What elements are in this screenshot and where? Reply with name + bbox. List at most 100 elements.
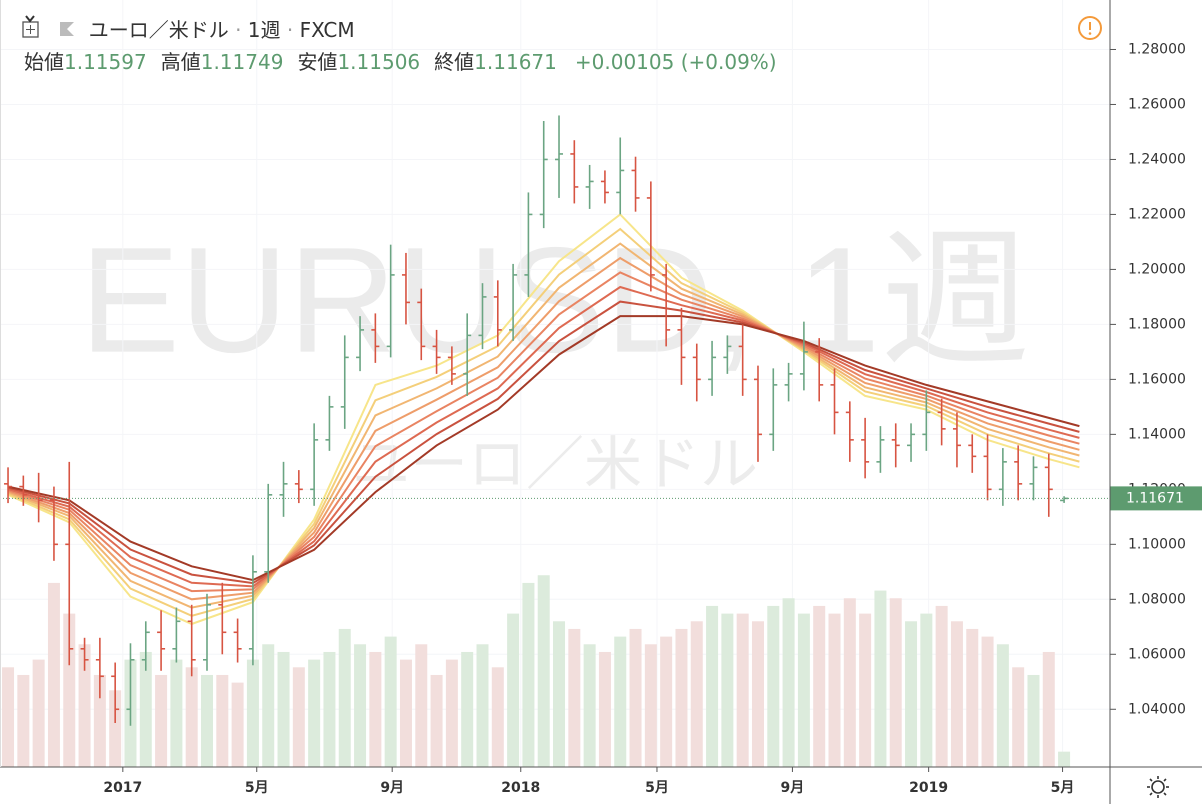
volume-bar	[598, 651, 611, 767]
ohlc-label: 始値	[24, 50, 64, 74]
volume-bar	[399, 659, 412, 767]
volume-bar	[139, 651, 152, 767]
flag-icon[interactable]	[58, 21, 76, 39]
y-tick-label: 1.28000	[1128, 41, 1186, 57]
settings-icon[interactable]	[1145, 774, 1171, 800]
symbol-line: ユーロ／米ドル · 1週 · FXCM	[22, 14, 355, 43]
alert-icon[interactable]	[1077, 15, 1103, 41]
volume-bar	[415, 644, 428, 767]
volume-bar	[93, 674, 106, 767]
x-tick-label: 2018	[501, 780, 540, 796]
volume-bar	[920, 613, 933, 767]
y-tick-label: 1.06000	[1128, 646, 1186, 662]
ohlc-value: 1.11597	[64, 50, 147, 74]
y-tick-label: 1.16000	[1128, 371, 1186, 387]
volume-bar	[63, 613, 76, 767]
volume-bar	[308, 659, 321, 767]
volume-bar	[507, 613, 520, 767]
x-tick-label: 9月	[781, 780, 805, 796]
volume-bar	[583, 644, 596, 767]
volume-bar	[246, 659, 259, 767]
volume-bar	[522, 582, 535, 767]
volume-bar	[1012, 667, 1025, 767]
y-tick-label: 1.10000	[1128, 536, 1186, 552]
volume-bar	[292, 667, 305, 767]
volume-bar	[338, 628, 351, 767]
volume-bar	[981, 636, 994, 767]
volume-bar	[369, 651, 382, 767]
y-tick-label: 1.24000	[1128, 151, 1186, 167]
volume-bar	[185, 667, 198, 767]
last-price-box	[1110, 486, 1202, 511]
volume-bar	[323, 651, 336, 767]
volume-bar	[935, 605, 948, 767]
volume-bar	[767, 605, 780, 767]
y-tick-label: 1.18000	[1128, 316, 1186, 332]
y-tick-label: 1.22000	[1128, 206, 1186, 222]
volume-bar	[201, 674, 214, 767]
y-tick-label: 1.20000	[1128, 261, 1186, 277]
volume-bar	[950, 621, 963, 767]
symbol: ユーロ／米ドル	[88, 18, 229, 42]
volume-bar	[430, 674, 443, 767]
volume-bar	[996, 644, 1009, 767]
separator: ·	[286, 18, 294, 42]
volume-bar	[614, 636, 627, 767]
ohlc-line: 始値1.11597 高値1.11749 安値1.11506 終値1.11671 +0.0…	[24, 46, 777, 75]
last-price-label: 1.11671	[1126, 490, 1184, 506]
volume-bar	[170, 659, 183, 767]
ohlc-value: 1.11506	[337, 50, 421, 74]
volume-bar	[461, 651, 474, 767]
volume-bar	[2, 667, 15, 767]
y-tick-label: 1.14000	[1128, 426, 1186, 442]
volume-bar	[17, 674, 30, 767]
volume-bar	[277, 651, 290, 767]
ohlc-value: 1.11749	[200, 50, 284, 74]
volume-bar	[813, 605, 826, 767]
x-tick-label: 2017	[103, 780, 142, 796]
volume-bar	[1058, 751, 1071, 767]
volume-bar	[843, 598, 856, 767]
x-tick-label: 2019	[909, 780, 948, 796]
volume-bar	[782, 598, 795, 767]
volume-bar	[568, 628, 581, 767]
volume-bar	[354, 644, 367, 767]
separator: ·	[235, 18, 242, 42]
y-tick-label: 1.08000	[1128, 591, 1186, 607]
expand-icon[interactable]	[22, 21, 40, 39]
volume-bar	[476, 644, 489, 767]
volume-bar	[966, 628, 979, 767]
volume-bar	[889, 598, 902, 767]
volume-bar	[155, 674, 168, 767]
volume-bar	[828, 613, 841, 767]
pane: EURUSD, 1週 ユーロ／米ドル	[0, 0, 1110, 767]
volume-bar	[553, 621, 566, 767]
volume-bar	[1042, 651, 1055, 767]
volume-bar	[216, 674, 229, 767]
volume-bar	[629, 628, 642, 767]
source: FXCM	[299, 18, 355, 42]
volume-bar	[491, 667, 504, 767]
x-tick-label: 5月	[1051, 780, 1075, 796]
y-tick-label: 1.04000	[1128, 701, 1186, 717]
watermark: EURUSD, 1週	[80, 216, 1030, 384]
x-tick-label: 5月	[245, 780, 269, 796]
volume-bar	[706, 605, 719, 767]
x-tick-label: 9月	[380, 780, 404, 796]
y-tick-label: 1.26000	[1128, 96, 1186, 112]
volume-bar	[78, 644, 91, 767]
volume-bar	[47, 582, 60, 767]
volume-bar	[721, 613, 734, 767]
moving-average	[7, 315, 1080, 582]
volume-bar	[690, 621, 703, 767]
volume-bar	[644, 644, 657, 767]
dropdown-icon[interactable]	[24, 14, 36, 24]
x-tick-label: 5月	[645, 780, 669, 796]
volume-bar	[905, 621, 918, 767]
ohlc-label: 終値	[434, 50, 475, 74]
volume-bar	[660, 636, 673, 767]
volume-bar	[32, 659, 45, 767]
volume-bar	[736, 613, 749, 767]
change: +0.00105 (+0.09%)	[574, 50, 777, 74]
